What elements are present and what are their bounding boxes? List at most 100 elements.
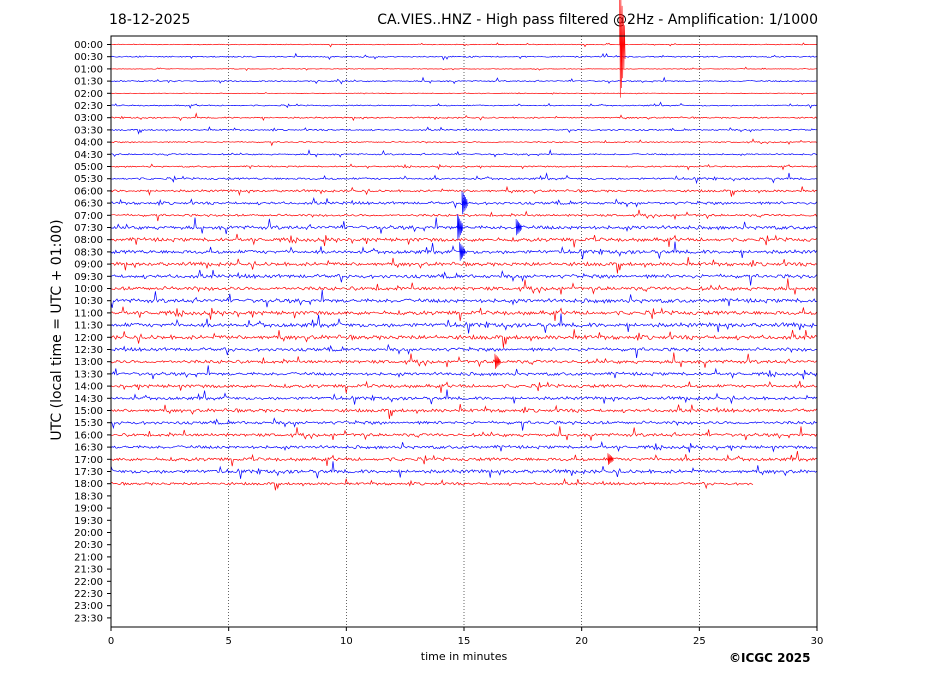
plot-frame (110, 35, 818, 628)
y-tick-label: 22:30 (74, 589, 103, 600)
y-tick-label: 06:30 (74, 199, 103, 210)
trace-line-12:30 (110, 343, 817, 358)
trace-line-08:30 (110, 241, 817, 260)
y-tick-label: 20:00 (74, 528, 103, 539)
seismic-traces (110, 42, 817, 491)
y-tick-label: 21:30 (74, 565, 103, 576)
trace-line-12:00 (110, 329, 817, 348)
y-tick-label: 10:00 (74, 284, 103, 295)
event-spike-3 (515, 218, 522, 236)
trace-line-06:00 (110, 185, 817, 197)
y-tick-label: 15:00 (74, 406, 103, 417)
y-tick-label: 02:30 (74, 101, 103, 112)
y-tick-label: 03:00 (74, 113, 103, 124)
y-tick-label: 17:30 (74, 467, 103, 478)
y-tick-label: 15:30 (74, 418, 103, 429)
trace-line-09:00 (110, 257, 817, 274)
y-tick-label: 06:00 (74, 186, 103, 197)
y-tick-label: 16:30 (74, 443, 103, 454)
x-tick-label: 0 (108, 636, 114, 647)
y-tick-label: 13:00 (74, 357, 103, 368)
trace-line-03:30 (110, 126, 817, 135)
y-tick-label: 07:30 (74, 223, 103, 234)
trace-line-10:30 (110, 289, 817, 308)
trace-line-11:00 (110, 306, 817, 322)
date-label: 18-12-2025 (109, 12, 191, 28)
y-tick-label: 21:00 (74, 552, 103, 563)
event-spike-2 (456, 214, 463, 240)
trace-line-02:00 (110, 92, 817, 95)
y-tick-label: 23:30 (74, 613, 103, 624)
y-tick-label: 10:30 (74, 296, 103, 307)
trace-line-18:00 (110, 477, 754, 491)
y-tick-label: 09:00 (74, 260, 103, 271)
trace-line-00:00 (110, 42, 817, 48)
y-tick-label: 14:30 (74, 394, 103, 405)
trace-line-13:00 (110, 352, 817, 368)
x-axis-label: time in minutes (420, 650, 508, 663)
grid-lines (228, 36, 700, 627)
y-tick-label: 16:00 (74, 430, 103, 441)
trace-line-05:30 (110, 172, 817, 185)
y-tick-label: 02:00 (74, 89, 103, 100)
trace-line-02:30 (110, 101, 817, 109)
y-tick-label: 00:30 (74, 52, 103, 63)
trace-line-17:30 (110, 461, 817, 479)
trace-line-16:00 (110, 426, 817, 441)
event-spike-6 (607, 453, 614, 465)
y-tick-label: 05:30 (74, 174, 103, 185)
y-tick-label: 11:00 (74, 308, 103, 319)
y-tick-label: 17:00 (74, 455, 103, 466)
y-tick-label: 19:30 (74, 516, 103, 527)
y-tick-label: 19:00 (74, 504, 103, 515)
y-tick-label: 08:30 (74, 247, 103, 258)
chart-title: CA.VIES..HNZ - High pass filtered @2Hz -… (377, 12, 818, 28)
seismic-events (456, 0, 626, 465)
x-tick-label: 15 (458, 636, 471, 647)
trace-line-08:00 (110, 233, 817, 248)
y-tick-label: 13:30 (74, 369, 103, 380)
x-axis-ticks: 0 5 10 15 20 25 30 (108, 627, 824, 647)
x-tick-label: 5 (225, 636, 231, 647)
x-tick-label: 20 (575, 636, 588, 647)
trace-line-15:00 (110, 404, 817, 420)
trace-line-04:00 (110, 138, 817, 147)
event-spike-5 (494, 353, 501, 370)
event-spike-4 (459, 242, 466, 261)
y-tick-label: 12:30 (74, 345, 103, 356)
trace-line-11:30 (110, 313, 817, 334)
x-tick-label: 25 (693, 636, 706, 647)
y-tick-label: 18:00 (74, 479, 103, 490)
x-tick-label: 10 (340, 636, 353, 647)
y-tick-label: 22:00 (74, 577, 103, 588)
trace-line-14:30 (110, 389, 817, 405)
y-tick-label: 07:00 (74, 211, 103, 222)
y-tick-label: 03:30 (74, 125, 103, 136)
y-tick-label: 09:30 (74, 272, 103, 283)
trace-line-09:30 (110, 269, 817, 286)
y-tick-label: 14:00 (74, 382, 103, 393)
event-spike-0 (619, 0, 626, 98)
y-tick-label: 04:30 (74, 150, 103, 161)
x-tick-label: 30 (811, 636, 824, 647)
trace-line-10:00 (110, 278, 817, 295)
event-spike-1 (461, 190, 468, 215)
trace-line-00:30 (110, 52, 817, 61)
trace-line-03:00 (110, 112, 817, 122)
y-tick-label: 08:00 (74, 235, 103, 246)
y-tick-label: 18:30 (74, 491, 103, 502)
trace-line-05:00 (110, 163, 817, 171)
trace-line-07:30 (110, 217, 817, 235)
y-tick-label: 20:30 (74, 540, 103, 551)
y-tick-label: 12:00 (74, 333, 103, 344)
y-tick-label: 00:00 (74, 40, 103, 51)
trace-line-07:00 (110, 209, 817, 222)
y-tick-label: 01:30 (74, 77, 103, 88)
y-tick-label: 23:00 (74, 601, 103, 612)
copyright-label: ©ICGC 2025 (729, 651, 811, 665)
trace-line-04:30 (110, 149, 817, 158)
y-tick-label: 01:00 (74, 64, 103, 75)
trace-line-13:30 (110, 365, 817, 380)
